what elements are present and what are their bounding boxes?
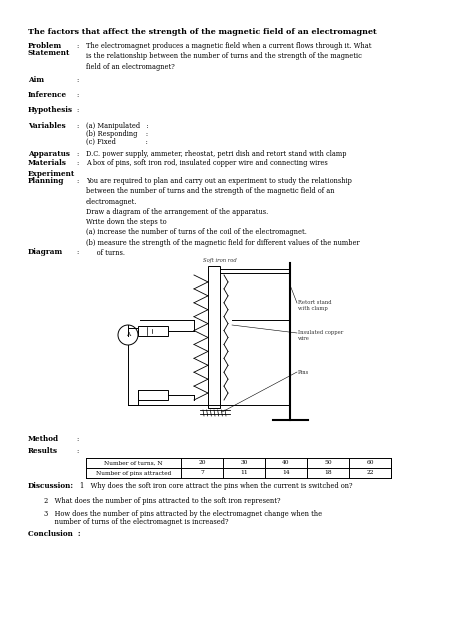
- Text: (b) Responding    :: (b) Responding :: [86, 130, 148, 138]
- Text: Diagram: Diagram: [28, 248, 63, 256]
- Text: Number of turns, N: Number of turns, N: [104, 461, 163, 466]
- Text: :: :: [76, 177, 78, 185]
- Text: Apparatus: Apparatus: [28, 150, 70, 158]
- Text: Planning: Planning: [28, 177, 64, 185]
- Text: 40: 40: [282, 461, 290, 466]
- Text: Materials: Materials: [28, 159, 67, 167]
- Text: :: :: [76, 159, 78, 167]
- Text: (c) Fixed              :: (c) Fixed :: [86, 138, 148, 146]
- Text: Variables: Variables: [28, 122, 65, 130]
- Text: :: :: [76, 435, 78, 443]
- Text: Retort stand
with clamp: Retort stand with clamp: [298, 300, 332, 311]
- Text: 3   How does the number of pins attracted by the electromagnet change when the: 3 How does the number of pins attracted …: [44, 510, 322, 518]
- Text: Insulated copper
wire: Insulated copper wire: [298, 330, 343, 341]
- Text: :: :: [76, 122, 78, 130]
- Text: 22: 22: [366, 470, 374, 475]
- Text: Soft iron rod: Soft iron rod: [203, 258, 237, 263]
- Text: Inference: Inference: [28, 91, 67, 99]
- Text: Results: Results: [28, 447, 58, 455]
- Text: Experiment: Experiment: [28, 170, 75, 178]
- Text: 50: 50: [324, 461, 332, 466]
- Text: 11: 11: [240, 470, 248, 475]
- Text: 2   What does the number of pins attracted to the soft iron represent?: 2 What does the number of pins attracted…: [44, 497, 281, 505]
- Text: The factors that affect the strength of the magnetic field of an electromagnet: The factors that affect the strength of …: [28, 28, 377, 36]
- Text: number of turns of the electromagnet is increased?: number of turns of the electromagnet is …: [44, 518, 228, 526]
- Text: 30: 30: [240, 461, 248, 466]
- Text: Discussion:: Discussion:: [28, 482, 74, 490]
- Text: :: :: [76, 447, 78, 455]
- Text: D.C. power supply, ammeter, rheostat, petri dish and retort stand with clamp: D.C. power supply, ammeter, rheostat, pe…: [86, 150, 346, 158]
- Text: :: :: [76, 91, 78, 99]
- Text: You are required to plan and carry out an experiment to study the relationship
b: You are required to plan and carry out a…: [86, 177, 360, 257]
- Text: (a) Manipulated   :: (a) Manipulated :: [86, 122, 149, 130]
- Text: Problem: Problem: [28, 42, 62, 50]
- Text: 18: 18: [324, 470, 332, 475]
- Text: Statement: Statement: [28, 49, 70, 57]
- Text: 20: 20: [198, 461, 206, 466]
- Text: Pins: Pins: [298, 370, 309, 375]
- Text: Conclusion  :: Conclusion :: [28, 530, 81, 538]
- Circle shape: [118, 325, 138, 345]
- Text: Hypothesis: Hypothesis: [28, 106, 73, 114]
- Text: 7: 7: [200, 470, 204, 475]
- Text: Aim: Aim: [28, 76, 44, 84]
- Text: 60: 60: [366, 461, 374, 466]
- Polygon shape: [138, 326, 168, 336]
- Text: 14: 14: [282, 470, 290, 475]
- Polygon shape: [208, 266, 220, 408]
- Text: 1   Why does the soft iron core attract the pins when the current is switched on: 1 Why does the soft iron core attract th…: [80, 482, 353, 490]
- Text: :: :: [76, 248, 78, 256]
- Text: Number of pins attracted: Number of pins attracted: [96, 470, 171, 475]
- Text: The electromagnet produces a magnetic field when a current flows through it. Wha: The electromagnet produces a magnetic fi…: [86, 42, 372, 71]
- Text: :: :: [76, 42, 78, 50]
- Text: :: :: [76, 106, 78, 114]
- Text: A: A: [126, 332, 130, 337]
- Text: A box of pins, soft iron rod, insulated copper wire and connecting wires: A box of pins, soft iron rod, insulated …: [86, 159, 328, 167]
- Text: :: :: [76, 76, 78, 84]
- Polygon shape: [138, 390, 168, 400]
- Text: :: :: [76, 150, 78, 158]
- Text: Method: Method: [28, 435, 59, 443]
